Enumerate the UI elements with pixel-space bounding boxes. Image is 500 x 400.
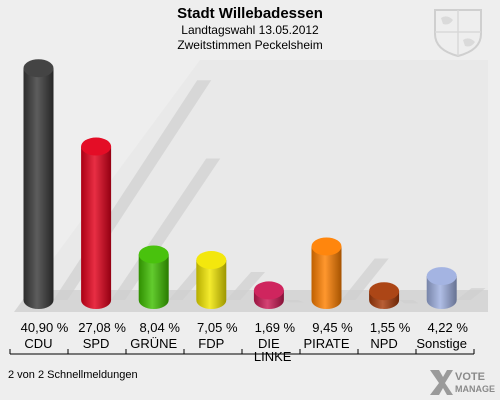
bar-shadow-sonstige (456, 288, 486, 300)
value-label-sonstige: 4,22 % (427, 320, 468, 335)
value-label-fdp: 7,05 % (197, 320, 238, 335)
bar-shadow-npd (399, 300, 419, 304)
bar-top-cdu (23, 59, 54, 78)
category-label-cdu: CDU (24, 336, 53, 351)
category-axis (9, 349, 475, 355)
bar-top-pirate (311, 237, 342, 256)
bar-top-fdp (196, 251, 227, 270)
bar-cdu (23, 68, 54, 309)
bar-spd (81, 146, 112, 309)
bar-fdp (196, 260, 227, 309)
logo-line-2: MANAGER (455, 384, 495, 394)
category-label-die-linke: DIE LINKE (253, 336, 292, 364)
chart-subtitle-2: Zweitstimmen Peckelsheim (177, 38, 323, 52)
chart-title: Stadt Willebadessen (177, 5, 323, 22)
chart-subtitle: Landtagswahl 13.05.2012 (181, 23, 319, 37)
bar-top-die-linke (253, 281, 284, 300)
category-label-spd: SPD (82, 336, 110, 351)
category-label-pirate: PIRATE (303, 336, 350, 351)
bar-top-gr-ne (138, 245, 169, 264)
bar-top-spd (81, 137, 112, 156)
bar-top-sonstige (426, 267, 457, 286)
category-label-gr-ne: GRÜNE (130, 336, 178, 351)
bar-sonstige (426, 276, 457, 309)
value-label-gr-ne: 8,04 % (139, 320, 180, 335)
value-label-spd: 27,08 % (78, 320, 126, 335)
category-label-npd: NPD (370, 336, 398, 351)
value-label-pirate: 9,45 % (312, 320, 353, 335)
vote-manager-logo: VOTE MANAGER (430, 370, 495, 395)
coat-of-arms-icon (434, 9, 482, 58)
bar-pirate (311, 246, 342, 309)
logo-line-1: VOTE (455, 371, 485, 383)
bar-shadow-spd (111, 158, 221, 300)
footer-note: 2 von 2 Schnellmeldungen (8, 369, 138, 381)
bar-top-npd (369, 282, 400, 301)
value-label-npd: 1,55 % (369, 320, 411, 335)
chart-backwall (30, 60, 488, 290)
bar-shadow-fdp (226, 272, 266, 300)
value-label-die-linke: 1,69 % (254, 320, 296, 335)
bar-shadow-pirate (341, 258, 389, 300)
value-label-cdu: 40,90 % (20, 320, 69, 335)
bar-gr-ne (138, 254, 169, 309)
category-label-sonstige: Sonstige (416, 336, 467, 351)
category-label-fdp: FDP (198, 336, 225, 351)
bar-shadow-die-linke (283, 300, 304, 303)
